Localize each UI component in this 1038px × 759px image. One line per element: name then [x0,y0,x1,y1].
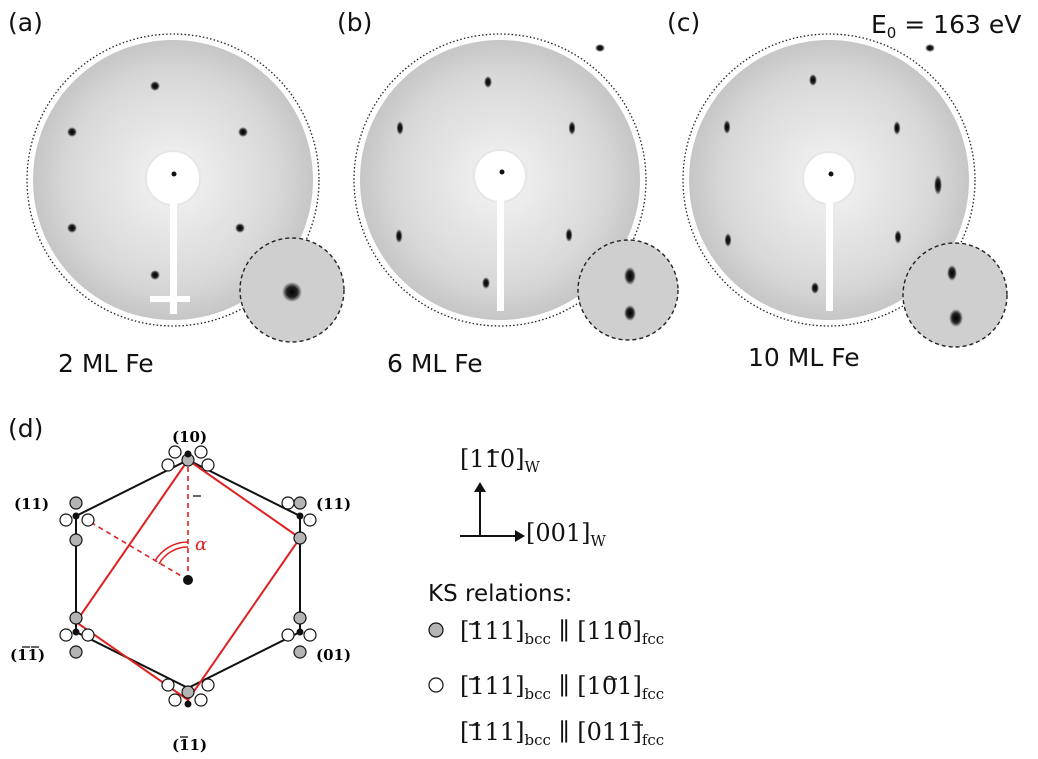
leed-pattern-a [26,33,345,343]
panel-a-label: (a) [8,8,43,37]
leed-patterns [26,33,1008,348]
leed-pattern-b [353,33,679,341]
spot-label-1bar-1: (11) [172,736,207,754]
axis-label-right: [001]W [526,519,606,550]
panel-d-label: (d) [8,414,44,443]
white-marker [428,677,444,693]
caption-b: 6 ML Fe [387,349,483,378]
diffraction-spot [150,270,160,280]
zoom-inset-c [902,242,1008,348]
spot-label-10: (10) [172,428,207,446]
gray-marker [428,622,444,638]
axis-label-up: [110]W [460,445,540,476]
spots-bottom-right [281,611,317,659]
ks-row-2: [111]bcc ∥ [101]fcc [460,672,665,703]
diffraction-spot [67,127,77,137]
diffraction-spot [67,223,77,233]
diffraction-spot [150,81,160,91]
spot-label-01: (01) [316,646,351,664]
origin-dot [183,575,193,585]
zoom-inset-a [239,237,345,343]
panel-b-label: (b) [337,8,373,37]
spots-bottom [161,678,215,708]
dashed-line [79,515,189,581]
ks-row-1: [111]bcc ∥ [110]fcc [460,617,665,648]
spots-bottom-left [59,611,95,659]
caption-c: 10 ML Fe [748,343,860,372]
spot-label-1bar-1bar: (11) [10,646,45,664]
diffraction-spot [235,223,245,233]
leed-pattern-c [682,33,1008,348]
spots-top [161,445,215,472]
axes-indicator [460,482,525,542]
energy-label: E0 = 163 eV [871,10,1022,42]
ks-row-3: [111]bcc ∥ [011]fcc [460,718,665,749]
ks-title: KS relations: [428,581,573,607]
diffraction-spot [238,127,248,137]
alpha-arc [154,541,189,562]
spot-label-1-1bar: (11) [14,495,49,513]
reciprocal-diagram: α [10,428,351,754]
caption-a: 2 ML Fe [58,349,154,378]
panel-c-label: (c) [667,8,701,37]
red-rectangle [74,459,302,702]
zoom-inset-b [577,239,679,341]
spots-top-left [59,496,95,547]
spots-top-right [281,496,317,545]
alpha-label: α [195,534,207,555]
spot-label-11: (11) [316,495,351,513]
